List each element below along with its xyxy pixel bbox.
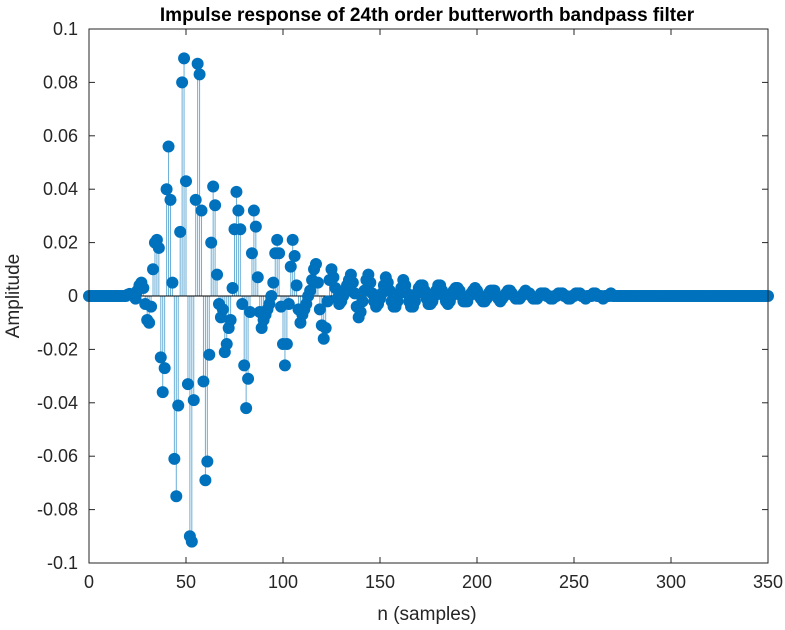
stem-marker [209, 199, 222, 212]
stem-marker [147, 263, 160, 276]
stem-marker [311, 276, 324, 289]
stem-marker [191, 57, 204, 70]
y-tick-label: -0.02 [37, 339, 78, 359]
stem-marker [280, 338, 293, 351]
y-tick-label: -0.1 [47, 553, 78, 573]
stem-marker [152, 241, 165, 254]
stem-marker [170, 490, 183, 503]
stem-marker [242, 372, 255, 385]
stem-marker [162, 140, 175, 153]
stem-marker [313, 303, 326, 316]
stem-marker [309, 257, 322, 270]
stem-marker [245, 247, 258, 260]
stem-marker [249, 220, 262, 233]
stem-marker [199, 474, 212, 487]
stem-marker [145, 300, 158, 313]
y-tick-label: 0 [68, 286, 78, 306]
stem-marker [364, 276, 377, 289]
stem-marker [201, 455, 214, 468]
y-tick-label: -0.04 [37, 393, 78, 413]
stem-marker [193, 68, 206, 81]
stem-marker [216, 303, 229, 316]
plot-area-frame [88, 28, 769, 564]
stem-marker [265, 290, 278, 302]
stem-markers [83, 52, 774, 548]
stem-marker [205, 236, 218, 249]
x-tick-label: 0 [84, 572, 94, 592]
y-axis-ticks: -0.1 -0.08 -0.06 -0.04 -0.02 0 0.02 0.04 0.06 0.0… [37, 19, 768, 573]
stem-marker [187, 394, 200, 407]
stem-marker [158, 362, 171, 375]
stem-marker [195, 204, 208, 217]
x-axis-label: n (samples) [377, 604, 476, 625]
stem-marker [236, 298, 249, 311]
y-tick-label: 0.08 [43, 72, 78, 92]
stem-marker [354, 306, 367, 319]
stem-marker [180, 175, 192, 188]
chart-title: Impulse response of 24th order butterwor… [160, 5, 695, 26]
x-tick-label: 200 [462, 572, 492, 592]
stem-marker [319, 322, 332, 335]
stem-marker [284, 260, 297, 273]
y-tick-label: 0.1 [53, 19, 78, 39]
stem-marker [168, 452, 181, 465]
stem-marker [240, 402, 253, 415]
stem-marker [156, 386, 169, 399]
stem-marker [288, 249, 301, 262]
stem-marker [211, 268, 224, 281]
stem-marker [267, 276, 280, 289]
x-tick-label: 300 [656, 572, 686, 592]
stem-marker [224, 314, 237, 327]
stem-marker [234, 223, 247, 236]
stem-marker [166, 276, 179, 289]
stem-marker [164, 193, 177, 206]
stem-marker [226, 281, 239, 294]
stem-marker [220, 338, 233, 351]
stem-marker [317, 332, 330, 345]
stem-marker [230, 185, 243, 198]
stem-marker [160, 183, 173, 196]
stem-marker [251, 271, 264, 284]
stem-marker [278, 359, 291, 372]
stem-marker [356, 295, 369, 308]
stem-marker [327, 271, 340, 284]
stem-marker [273, 247, 286, 260]
y-tick-label: -0.08 [37, 500, 78, 520]
stem-marker [271, 233, 284, 246]
stem-marker [181, 378, 194, 391]
stem-marker [189, 193, 202, 206]
y-tick-label: 0.04 [43, 179, 78, 199]
stem-marker [197, 375, 210, 388]
stem-marker [178, 52, 191, 65]
x-tick-label: 100 [268, 572, 298, 592]
stem-marker [176, 76, 189, 89]
stem-marker [286, 233, 299, 246]
stem-marker [154, 351, 167, 364]
stem-marker [290, 279, 303, 292]
stem-marker [232, 204, 245, 217]
y-tick-label: -0.06 [37, 446, 78, 466]
x-tick-label: 50 [176, 572, 196, 592]
stem-marker [172, 399, 185, 412]
y-axis-label: Amplitude [3, 254, 24, 339]
stem-marker [174, 225, 187, 238]
stem-marker [207, 180, 220, 193]
x-tick-label: 150 [365, 572, 395, 592]
y-tick-label: 0.06 [43, 126, 78, 146]
stem-marker [137, 281, 150, 294]
stem-marker [282, 298, 295, 311]
y-tick-label: 0.02 [43, 233, 78, 253]
x-tick-label: 350 [753, 572, 783, 592]
x-axis-ticks: 0 50 100 150 200 250 300 350 [84, 29, 783, 592]
x-tick-label: 250 [559, 572, 589, 592]
stem-marker [247, 204, 260, 217]
stem-marker [203, 348, 216, 361]
stem-marker [238, 359, 251, 372]
stem-marker [185, 535, 198, 548]
stem-marker [346, 276, 359, 289]
stem-marker [143, 316, 156, 329]
